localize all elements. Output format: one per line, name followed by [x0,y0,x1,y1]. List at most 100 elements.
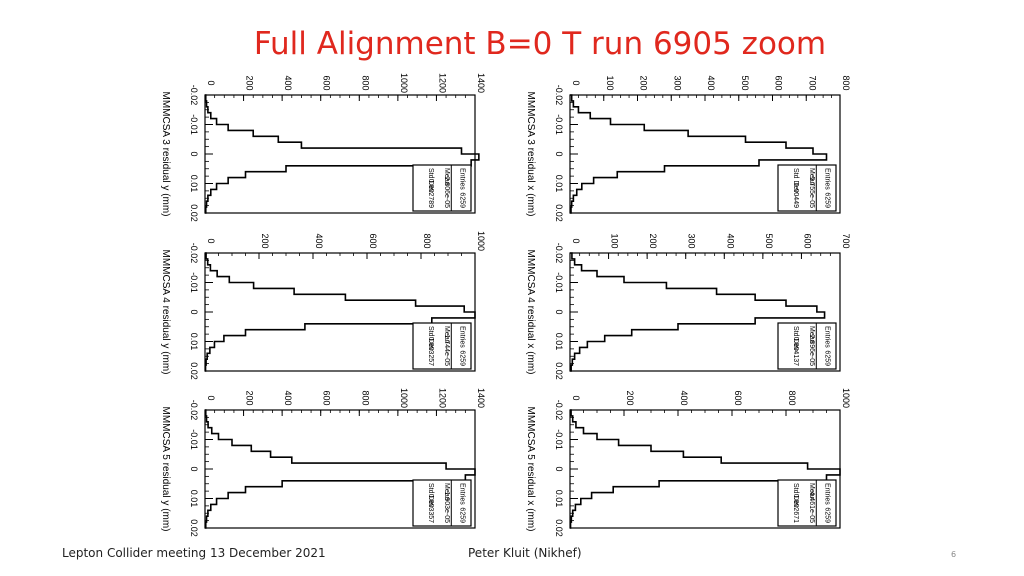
stats-std-value: 0.002671 [792,494,799,523]
axis-title: MMMCSA 3 residual y (mm) [160,91,171,216]
residual-tick-label: -0.02 [554,243,564,264]
count-tick-label: 1000 [399,388,409,408]
count-tick-label: 200 [648,233,658,248]
count-tick-label: 0 [571,238,581,243]
count-tick-label: 400 [283,390,293,405]
count-tick-label: 200 [625,390,635,405]
residual-tick-label: 0.01 [189,175,199,193]
residual-tick-label: 0 [189,466,199,471]
count-tick-label: 600 [368,233,378,248]
stats-frame [777,164,837,212]
residual-tick-label: 0.01 [189,490,199,508]
count-tick-label: 300 [672,75,682,90]
stats-std-label: Std Dev [792,326,799,351]
residual-tick-label: -0.02 [189,85,199,106]
count-tick-label: 100 [610,233,620,248]
stats-mean-value: 2.806e-05 [443,176,450,208]
histogram-panel-2: 0 100 200 300 400 500 600 700 800 -0.02 -0.01 0 0.01… [525,75,851,221]
count-tick-label: 400 [725,233,735,248]
histogram-series [204,94,480,214]
count-tick-label: 700 [807,75,817,90]
count-tick-label: 800 [422,233,432,248]
stats-entries-value: 6259 [459,192,466,208]
stats-std-label: Std Dev [427,483,434,508]
count-tick-label: 0 [206,395,216,400]
histogram-series [204,252,476,372]
count-tick-label: 600 [802,233,812,248]
stats-mean-label: Mean [443,168,450,186]
stats-frame [412,479,472,527]
page-number: 6 [951,550,957,559]
stats-mean-value: 1.744e-05 [443,334,450,366]
count-tick-label: 400 [283,75,293,90]
stats-mean-value: 5.755e-05 [808,176,815,208]
residual-tick-label: 0 [189,309,199,314]
count-tick-label: 400 [679,390,689,405]
residual-tick-label: 0.02 [189,519,199,537]
residual-tick-label: -0.01 [189,429,199,450]
stats-entries-label: Entries [459,483,466,505]
count-tick-label: 500 [764,233,774,248]
histogram-panel-1: 0 200 400 600 800 1000 1200 1400 -0.02 -0.01 0 0.01… [160,73,486,222]
residual-tick-label: 0.01 [554,175,564,193]
count-tick-label: 600 [322,390,332,405]
histogram-series [570,252,826,372]
count-tick-label: 0 [571,80,581,85]
residual-tick-label: -0.01 [554,272,564,293]
stats-entries-value: 6259 [824,507,831,523]
stats-entries-value: 6259 [459,507,466,523]
residual-tick-label: 0.01 [554,490,564,508]
stats-frame [412,322,472,370]
residual-tick-label: -0.01 [554,114,564,135]
stats-entries-label: Entries [824,483,831,505]
count-tick-label: 600 [733,390,743,405]
residual-tick-label: 0.01 [554,333,564,351]
stats-entries-label: Entries [824,168,831,190]
stats-mean-value: -4.461e-05 [808,489,815,523]
stats-std-label: Std Dev [427,326,434,351]
residual-tick-label: 0 [554,151,564,156]
residual-tick-label: 0 [554,309,564,314]
count-tick-label: 1400 [476,388,486,408]
footer-meeting: Lepton Collider meeting 13 December 2021 [62,546,326,560]
count-tick-label: 1200 [437,388,447,408]
count-tick-label: 400 [706,75,716,90]
axis-title: MMMCSA 5 residual y (mm) [160,406,171,531]
histogram-panel-4: 0 100 200 300 400 500 600 700 -0.02 -0.01 0 0.01 0.0… [525,233,851,379]
histogram-series [569,409,841,529]
slide-title: Full Alignment B=0 T run 6905 zoom [253,26,827,62]
stats-std-value: 0.002789 [427,179,434,208]
count-tick-label: 1000 [841,388,851,408]
stats-mean-value: -1.903e-05 [443,489,450,523]
stats-entries-value: 6259 [824,192,831,208]
count-tick-label: 600 [322,75,332,90]
count-tick-label: 800 [787,390,797,405]
residual-tick-label: 0.02 [554,362,564,380]
stats-entries-value: 6259 [824,350,831,366]
count-tick-label: 100 [605,75,615,90]
residual-tick-label: -0.01 [554,429,564,450]
stats-std-label: Std Dev [792,168,799,193]
histogram-panel-6: 0 200 400 600 800 1000 -0.02 -0.01 0 0.01 0.02 MMMC… [525,388,851,537]
stats-mean-label: Mean [808,168,815,186]
stats-frame [777,322,837,370]
histogram-series [204,409,476,529]
stats-entries-value: 6259 [459,350,466,366]
count-tick-label: 200 [245,75,255,90]
count-tick-label: 1200 [437,73,447,93]
stats-entries-label: Entries [824,326,831,348]
stats-std-value: 0.00449 [792,183,799,208]
count-tick-label: 700 [841,233,851,248]
stats-entries-label: Entries [459,168,466,190]
residual-tick-label: 0 [554,466,564,471]
axis-title: MMMCSA 4 residual x (mm) [525,249,536,374]
stats-std-label: Std Dev [427,168,434,193]
stats-std-value: 0.003257 [427,337,434,366]
count-tick-label: 1000 [399,73,409,93]
count-tick-label: 300 [687,233,697,248]
